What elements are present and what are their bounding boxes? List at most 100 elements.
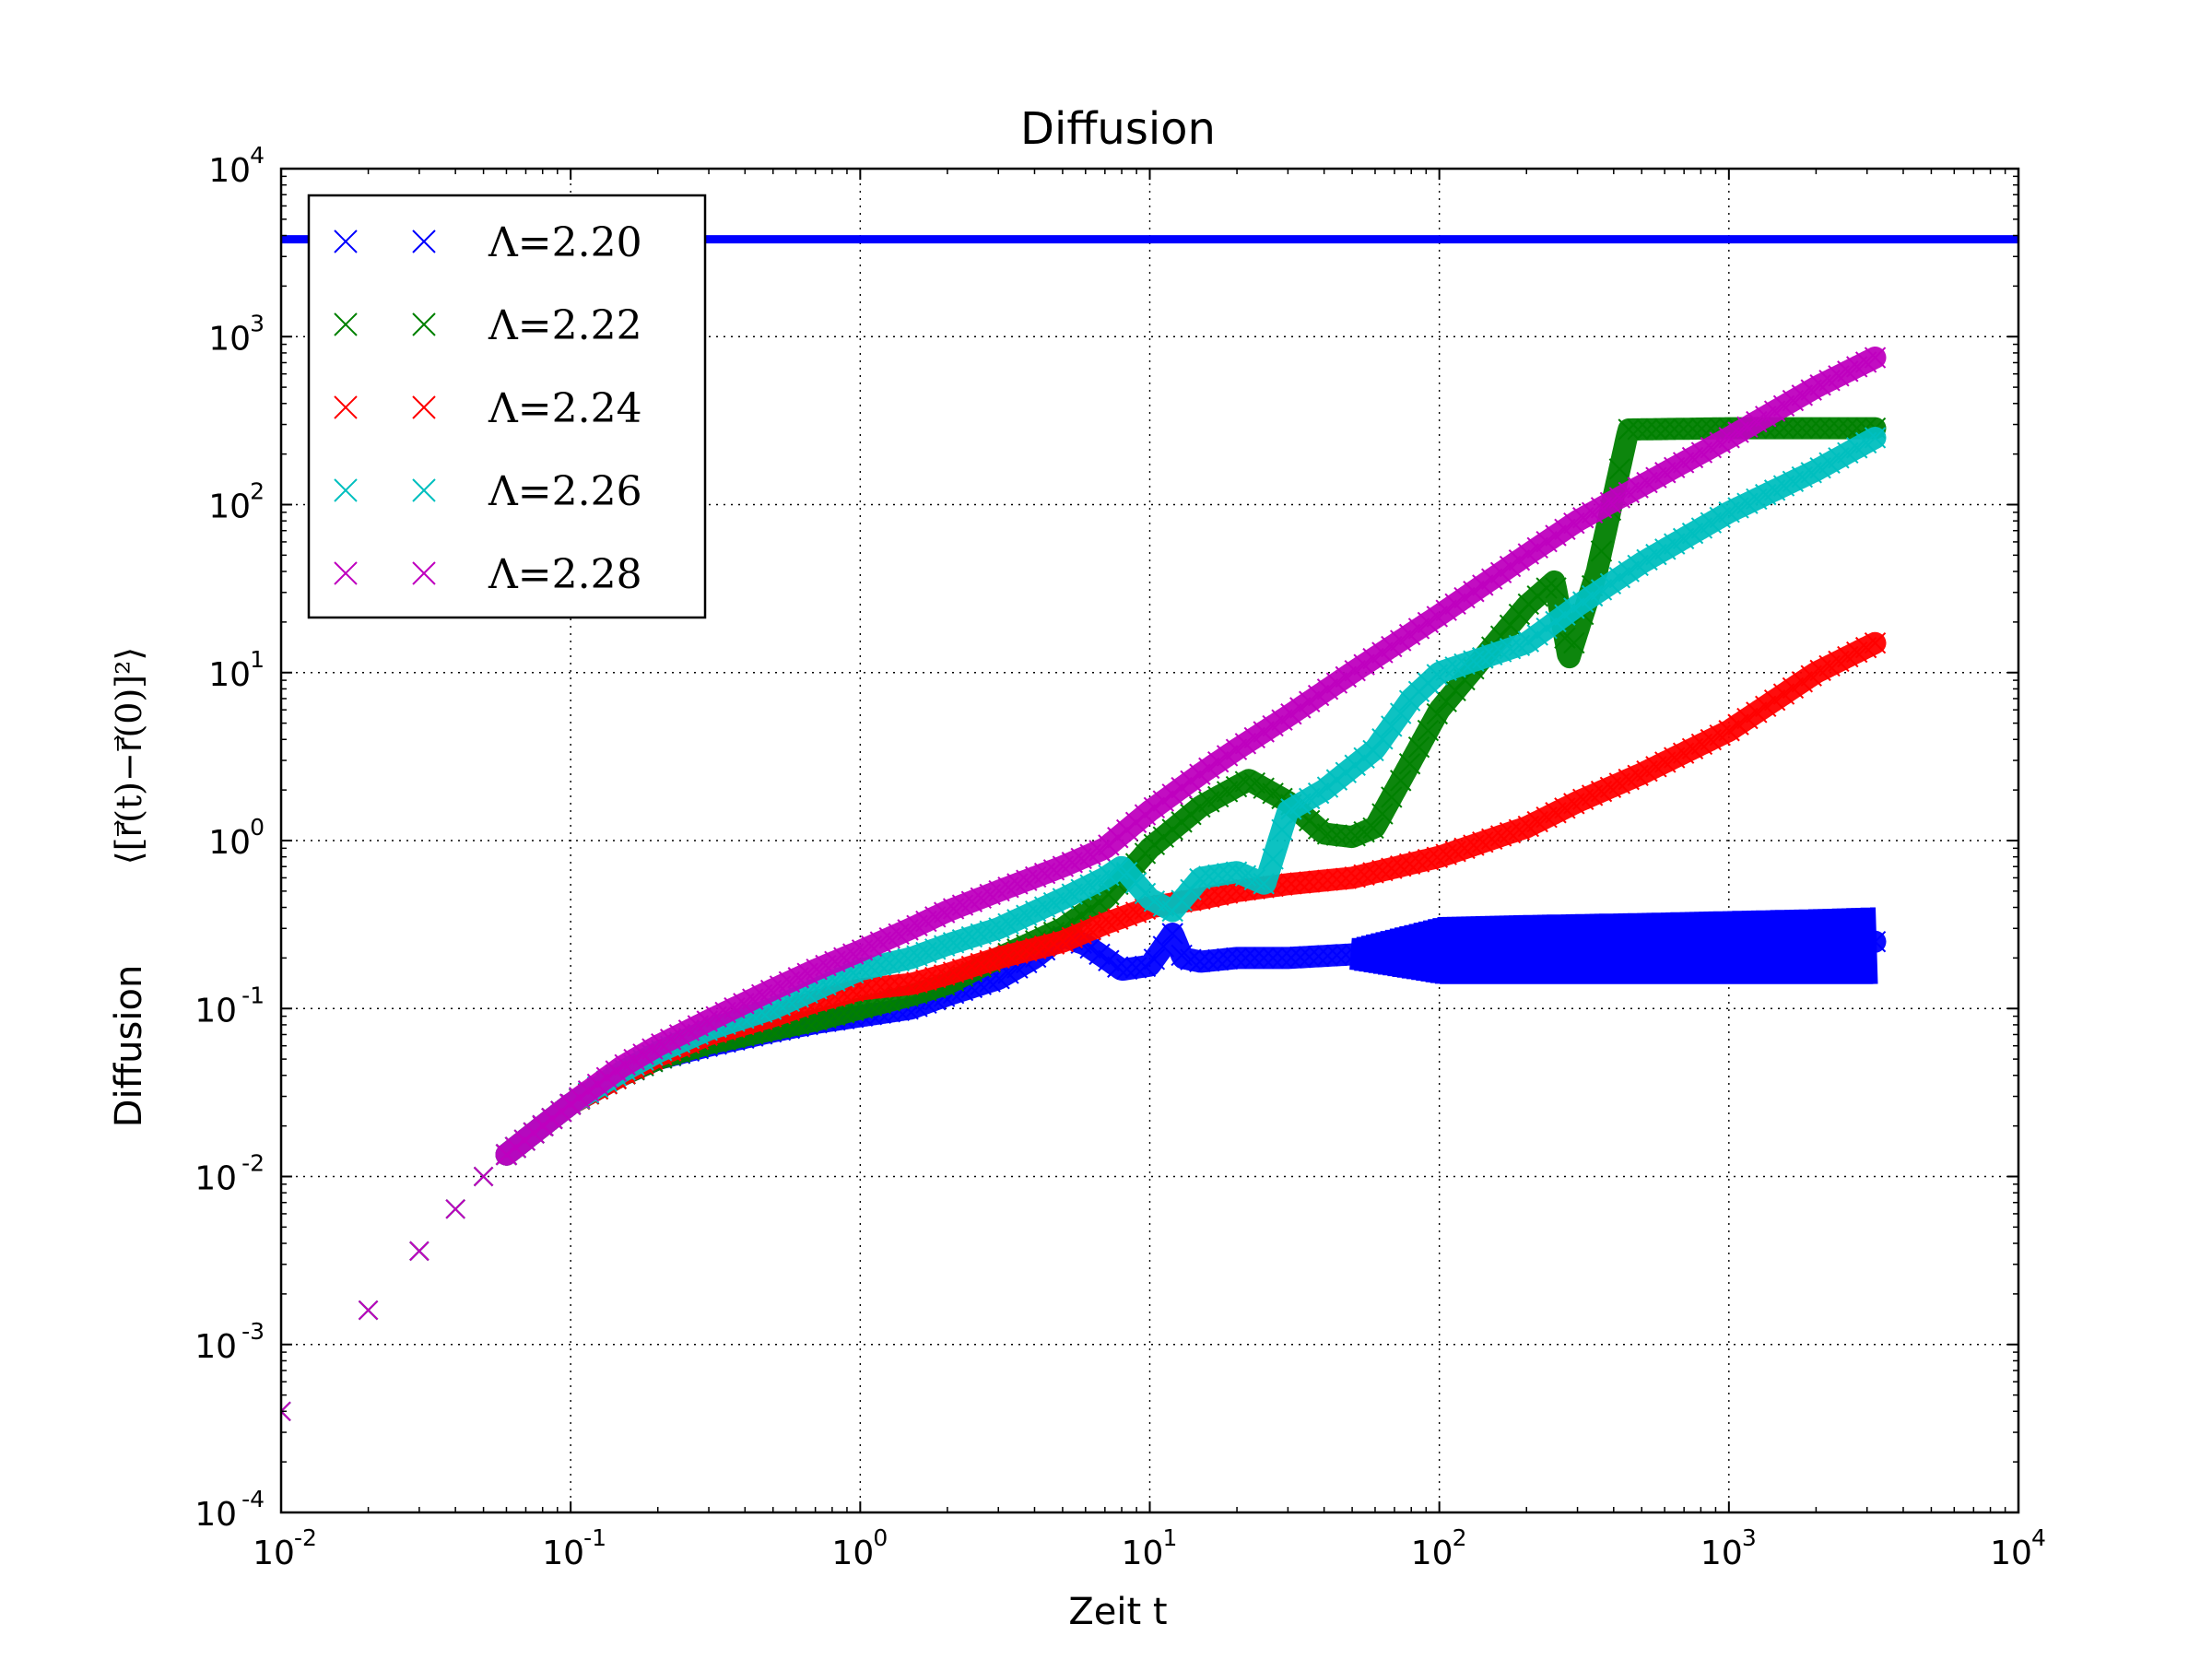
x-tick-exp: 3 (1742, 1524, 1757, 1551)
legend-entry: Λ=2.28 (334, 551, 642, 598)
data-point (942, 932, 965, 954)
data-point (1672, 418, 1695, 440)
data-point (1325, 769, 1348, 791)
data-point (1426, 606, 1449, 628)
data-point (1216, 882, 1239, 904)
data-point (1864, 347, 1887, 369)
x-tick-label: 10 1 (1122, 1524, 1178, 1572)
legend-label: Λ=2.26 (488, 468, 642, 515)
data-point (1189, 950, 1211, 972)
y-axis-label-group: Diffusion ⟨[r⃗(t)−r⃗(0)]²⟩ (108, 647, 150, 1127)
data-point (1299, 871, 1321, 893)
data-point (1325, 868, 1348, 890)
x-tick-base: 10 (1990, 1535, 2032, 1572)
data-point (1353, 653, 1375, 676)
x-tick-exp: -1 (583, 1524, 606, 1551)
legend-marker (334, 395, 358, 419)
data-point (1161, 783, 1183, 806)
data-point (1435, 690, 1457, 712)
data-point (979, 920, 1001, 942)
data-point (1362, 739, 1384, 762)
data-point (1271, 818, 1293, 841)
data-point (1535, 530, 1558, 553)
data-point (1627, 418, 1649, 441)
series-5 (281, 347, 1887, 1421)
data-point (1435, 599, 1457, 621)
data-point (1206, 750, 1230, 773)
y-tick-label: -310 (194, 1318, 265, 1366)
data-point (1563, 631, 1585, 654)
y-tick-base: 10 (208, 152, 251, 190)
legend-marker (412, 395, 436, 419)
data-point (1033, 935, 1056, 958)
data-point (1426, 846, 1449, 868)
data-point (1307, 945, 1330, 968)
data-point (473, 1166, 494, 1187)
data-point (933, 935, 956, 957)
data-point (1426, 702, 1449, 725)
data-point (1390, 702, 1412, 724)
data-point (1864, 427, 1887, 449)
data-point (1206, 884, 1230, 906)
data-point (960, 925, 983, 948)
data-point (1581, 584, 1604, 607)
data-point (1161, 900, 1183, 923)
data-point (1353, 747, 1375, 770)
x-tick-base: 10 (1700, 1535, 1743, 1572)
data-point (1143, 948, 1166, 971)
legend-label: Λ=2.24 (488, 385, 642, 432)
x-tick-exp: 4 (2031, 1524, 2046, 1551)
data-point (1042, 933, 1065, 955)
data-point (1407, 735, 1430, 759)
x-tick-base: 10 (1122, 1535, 1164, 1572)
data-point (1271, 709, 1293, 731)
data-point (1800, 417, 1822, 440)
data-point (1517, 630, 1540, 653)
data-point (1417, 611, 1440, 634)
data-point (1115, 818, 1138, 841)
data-point (1590, 540, 1613, 562)
data-point (1124, 872, 1147, 894)
data-point (970, 952, 992, 975)
data-point (1782, 417, 1805, 440)
data-point (1362, 647, 1384, 670)
data-point (1180, 803, 1202, 826)
data-point (1535, 577, 1558, 599)
y-tick-base: 10 (194, 1160, 237, 1198)
plot-area (281, 235, 2018, 1421)
data-point (1253, 947, 1275, 970)
x-tick-label: 10 3 (1700, 1524, 1757, 1572)
data-point (1098, 865, 1120, 887)
data-point (496, 1145, 517, 1165)
chart-title: Diffusion (1020, 103, 1216, 155)
data-point (1718, 720, 1740, 742)
data-point (1280, 702, 1302, 725)
data-point (1107, 956, 1129, 978)
data-point (878, 975, 900, 997)
data-point (988, 947, 1010, 969)
data-point (1253, 873, 1275, 895)
data-point (1180, 948, 1202, 971)
data-point (1307, 684, 1330, 707)
data-point (1262, 714, 1284, 737)
data-point (1115, 958, 1138, 981)
data-point (1289, 872, 1312, 894)
data-point (1545, 577, 1567, 599)
data-point (523, 1122, 545, 1144)
data-point (1316, 869, 1339, 891)
data-point (1545, 524, 1567, 547)
data-point (1243, 726, 1266, 749)
data-point (1216, 947, 1239, 971)
legend-label: Λ=2.28 (488, 551, 642, 598)
data-point (1152, 826, 1175, 848)
data-point (595, 1066, 618, 1088)
data-point (1599, 572, 1622, 594)
x-tick-base: 10 (542, 1535, 584, 1572)
data-point (1335, 867, 1358, 889)
series-band (495, 347, 1887, 1166)
data-point (1006, 942, 1029, 964)
data-point (860, 977, 883, 999)
data-point (1828, 417, 1850, 440)
data-point (1216, 863, 1239, 885)
data-point (1772, 683, 1795, 705)
